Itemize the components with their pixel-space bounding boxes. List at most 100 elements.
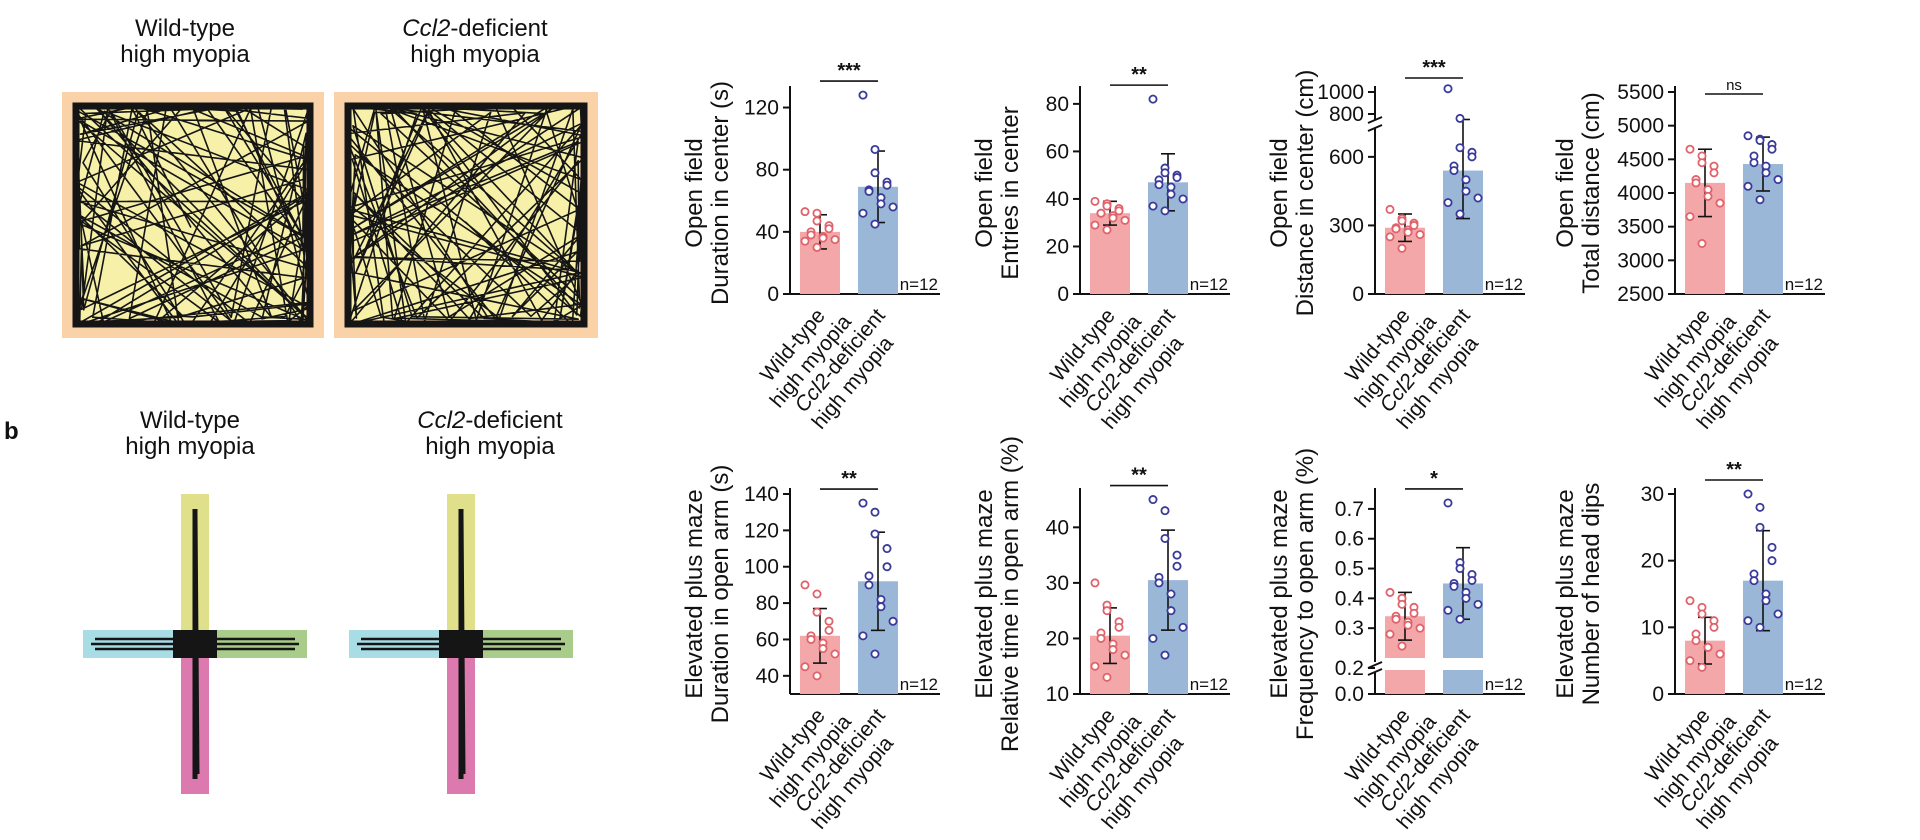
y-axis-title-line1: Open field — [1552, 138, 1579, 247]
y-tick-label: 100 — [744, 556, 779, 579]
data-point — [1749, 576, 1759, 586]
data-point — [824, 224, 834, 234]
data-point — [1160, 506, 1170, 516]
data-point — [800, 207, 810, 217]
epm-wt-label: Wild-type high myopia — [125, 407, 255, 460]
chart-0-1: 0 20 40 60 80 ** n=12 Open field Entries in cent… — [971, 64, 1230, 434]
data-point — [1443, 84, 1453, 94]
significance-label: *** — [837, 60, 861, 82]
y-tick-label: 40 — [1046, 188, 1069, 211]
data-point — [1697, 662, 1707, 672]
significance-label: * — [1430, 468, 1438, 490]
epm-ko-label: Ccl2-deficient high myopia — [417, 407, 563, 460]
data-point — [1114, 622, 1124, 632]
y-tick-label: 0.5 — [1335, 558, 1364, 581]
data-point — [1709, 622, 1719, 632]
y-axis-title-line1: Open field — [971, 138, 998, 247]
data-point — [1148, 94, 1158, 104]
data-point — [1166, 182, 1176, 192]
significance-label: *** — [1422, 57, 1446, 79]
n-label: n=12 — [1785, 675, 1823, 694]
data-point — [1461, 175, 1471, 185]
significance-label: ns — [1726, 77, 1742, 94]
arena-wall-track — [344, 102, 588, 328]
n-label: n=12 — [1190, 675, 1228, 694]
data-point — [1102, 672, 1112, 682]
data-point — [1397, 243, 1407, 253]
data-point — [812, 607, 822, 617]
data-point — [1166, 589, 1176, 599]
data-point — [876, 602, 886, 612]
significance-label: ** — [1131, 465, 1147, 487]
data-point — [1697, 609, 1707, 619]
y-tick-label: 0 — [1352, 283, 1364, 306]
y-axis-title-line2: Entries in center — [997, 106, 1024, 279]
y-axis-title-line1: Elevated plus maze — [1552, 489, 1579, 698]
data-point — [1102, 225, 1112, 235]
data-point — [1403, 620, 1413, 630]
y-tick-label: 0.3 — [1335, 617, 1364, 640]
data-point — [1172, 173, 1182, 183]
data-point — [800, 580, 810, 590]
y-axis-title-line1: Open field — [1266, 138, 1293, 247]
y-tick-label: 80 — [756, 592, 779, 615]
data-point — [1108, 645, 1118, 655]
data-point — [858, 498, 868, 508]
data-point — [1415, 623, 1425, 633]
n-label: n=12 — [1485, 275, 1523, 294]
data-point — [1160, 533, 1170, 543]
y-tick-label: 1000 — [1317, 81, 1364, 104]
axis-break-mark — [1367, 116, 1383, 124]
y-axis-title-line2: Duration in center (s) — [707, 81, 734, 305]
data-point — [1443, 605, 1453, 615]
data-point — [1090, 578, 1100, 588]
data-point — [1449, 581, 1459, 591]
data-point — [882, 180, 892, 190]
data-point — [1443, 498, 1453, 508]
y-tick-label: 60 — [756, 628, 779, 651]
data-point — [1461, 593, 1471, 603]
chart-1-3: 0 10 20 30 ** n=12 Elevated plus maze Number of… — [1552, 459, 1825, 834]
data-point — [1743, 616, 1753, 626]
chart-0-3: 2500 3000 3500 4000 4500 5000 5500 ns n=12 Open f… — [1552, 77, 1825, 434]
data-point — [1449, 166, 1459, 176]
bar-0-lower — [1385, 670, 1425, 694]
y-tick-label: 60 — [1046, 140, 1069, 163]
data-point — [858, 208, 868, 218]
n-label: n=12 — [1485, 675, 1523, 694]
data-point — [1102, 201, 1112, 211]
data-point — [882, 562, 892, 572]
data-point — [812, 671, 822, 681]
chart-1-1: 10 20 30 40 ** n=12 Elevated plus maze Relative… — [971, 436, 1230, 834]
y-axis-title-line2: Relative time in open arm (%) — [997, 436, 1024, 752]
data-point — [1715, 649, 1725, 659]
data-point — [1697, 158, 1707, 168]
y-tick-label: 120 — [744, 519, 779, 542]
y-axis-title-line2: Duration in open arm (s) — [707, 465, 734, 724]
data-point — [1685, 144, 1695, 154]
data-point — [1148, 495, 1158, 505]
data-point — [1467, 152, 1477, 162]
data-point — [1443, 198, 1453, 208]
significance-label: ** — [841, 468, 857, 490]
significance-label: ** — [1131, 64, 1147, 86]
y-tick-label: 300 — [1329, 214, 1364, 237]
of-ko-label: Ccl2-deficient high myopia — [402, 15, 548, 68]
y-tick-label: 4000 — [1617, 182, 1664, 205]
y-tick-label: 140 — [744, 483, 779, 506]
data-point — [1397, 641, 1407, 651]
data-point — [1385, 232, 1395, 242]
data-point — [888, 202, 898, 212]
data-point — [1391, 224, 1401, 234]
data-point — [1391, 614, 1401, 624]
plus-maze-ko — [349, 494, 573, 794]
n-label: n=12 — [900, 275, 938, 294]
y-tick-label: 30 — [1046, 572, 1069, 595]
data-point — [1178, 622, 1188, 632]
y-tick-label: 10 — [1046, 683, 1069, 706]
open-field-arena-ko — [334, 92, 598, 338]
data-point — [812, 589, 822, 599]
y-axis-title-line1: Elevated plus maze — [971, 489, 998, 698]
